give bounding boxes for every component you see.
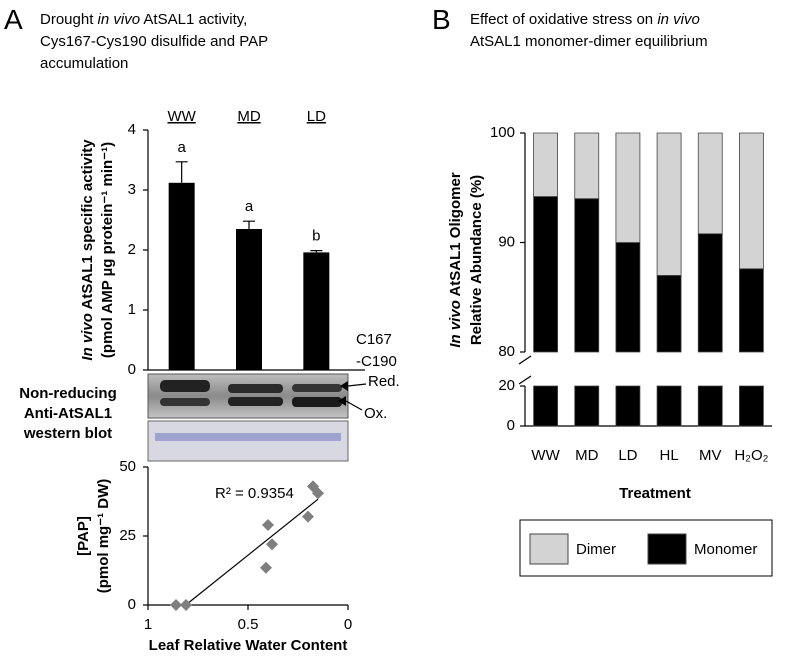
y-tick-label: 100	[490, 124, 515, 141]
y-tick-label: 50	[119, 458, 136, 475]
panel-title: Cys167-Cys190 disulfide and PAP	[40, 33, 268, 50]
blot-label: western blot	[23, 425, 112, 442]
blot-band	[292, 384, 342, 392]
x-axis-label: Leaf Relative Water Content	[149, 637, 348, 654]
y-tick-label: 2	[128, 241, 136, 258]
y-tick-label: 1	[128, 301, 136, 318]
error-bar	[310, 250, 323, 253]
panel-label: B	[432, 4, 451, 35]
legend-box	[519, 519, 773, 577]
panel-title: Drought in vivo AtSAL1 activity,	[40, 11, 247, 28]
panel-title: AtSAL1 monomer-dimer equilibrium	[470, 33, 708, 50]
category-label: MV	[699, 447, 722, 464]
bar	[168, 182, 195, 370]
x-tick-label: 0	[344, 616, 352, 633]
point	[266, 538, 278, 551]
category-label: WW	[531, 447, 560, 464]
blot-label: Anti-AtSAL1	[24, 405, 112, 422]
point	[312, 487, 324, 500]
point	[260, 561, 272, 574]
blot-band	[228, 397, 283, 406]
panel-label: A	[4, 4, 23, 35]
bar-segment	[697, 132, 723, 235]
category-label: H₂O₂	[734, 447, 768, 464]
bar	[236, 229, 262, 370]
y-axis-label: (pmol mg⁻¹ DW)	[95, 479, 112, 594]
y-axis-label: (pmol AMP µg protein⁻¹ min⁻¹)	[99, 142, 116, 358]
legend-swatch	[647, 533, 687, 565]
y-axis-label: In vivo AtSAL1 Oligomer	[447, 172, 464, 347]
category-label: HL	[659, 447, 678, 464]
bar-segment	[615, 132, 641, 243]
y-tick-label: 3	[128, 181, 136, 198]
x-tick-label: 1	[144, 616, 152, 633]
bar-segment	[533, 132, 558, 197]
panel-title: Effect of oxidative stress on in vivo	[470, 11, 700, 28]
bar-segment	[533, 196, 558, 427]
site-label: -C190	[356, 353, 397, 370]
point	[302, 510, 314, 523]
error-bar	[243, 220, 255, 229]
pointer	[347, 383, 367, 387]
legend-label: Monomer	[694, 541, 757, 558]
annotation: R² = 0.9354	[215, 485, 294, 502]
bar-segment	[574, 132, 600, 200]
axis-break	[518, 355, 532, 365]
point	[262, 518, 274, 531]
significance-label: b	[312, 228, 320, 245]
bar-segment	[656, 274, 682, 427]
stain-band	[155, 433, 341, 441]
x-axis-label: Treatment	[619, 485, 691, 502]
category-label: MD	[575, 447, 598, 464]
bar	[303, 252, 330, 370]
pointer	[345, 400, 363, 411]
bar-segment	[697, 233, 723, 427]
panel-title: accumulation	[40, 55, 128, 72]
point	[180, 599, 192, 611]
site-label: C167	[356, 331, 392, 348]
y-axis-label: In vivo AtSAL1 specific activity	[79, 139, 96, 361]
blot-band	[160, 380, 210, 392]
y-tick-label: 0	[128, 596, 136, 613]
bar-segment	[574, 198, 600, 427]
y-tick-label: 80	[498, 343, 515, 360]
axis-break	[518, 375, 532, 385]
y-tick-label: 90	[498, 233, 515, 250]
significance-label: a	[177, 139, 186, 156]
blot-band	[292, 397, 342, 407]
blot-band	[160, 398, 210, 406]
y-tick-label: 25	[119, 527, 136, 544]
y-axis-label: Relative Abundance (%)	[468, 175, 485, 345]
category-label: LD	[618, 447, 637, 464]
blot-band	[228, 384, 283, 393]
bar-segment	[656, 132, 682, 276]
trend-line	[185, 498, 319, 606]
legend-swatch	[529, 533, 569, 565]
arrow	[338, 396, 346, 406]
legend-label: Dimer	[576, 541, 616, 558]
bar-segment	[739, 132, 764, 270]
point	[170, 599, 182, 611]
band-label: Red.	[368, 373, 400, 390]
bar-segment	[615, 242, 641, 427]
y-tick-label: 0	[128, 361, 136, 378]
x-tick-label: 0.5	[238, 616, 259, 633]
category-label: MD	[237, 108, 260, 125]
y-tick-label: 20	[498, 377, 515, 394]
arrow	[340, 381, 348, 391]
y-axis-label: [PAP]	[75, 516, 92, 556]
blot-label: Non-reducing	[19, 385, 117, 402]
bar-segment	[739, 268, 764, 427]
category-label: WW	[168, 108, 197, 125]
significance-label: a	[245, 198, 254, 215]
error-bar	[175, 161, 188, 183]
y-tick-label: 4	[128, 121, 136, 138]
category-label: LD	[307, 108, 326, 125]
y-tick-label: 0	[507, 417, 515, 434]
band-label: Ox.	[364, 405, 387, 422]
